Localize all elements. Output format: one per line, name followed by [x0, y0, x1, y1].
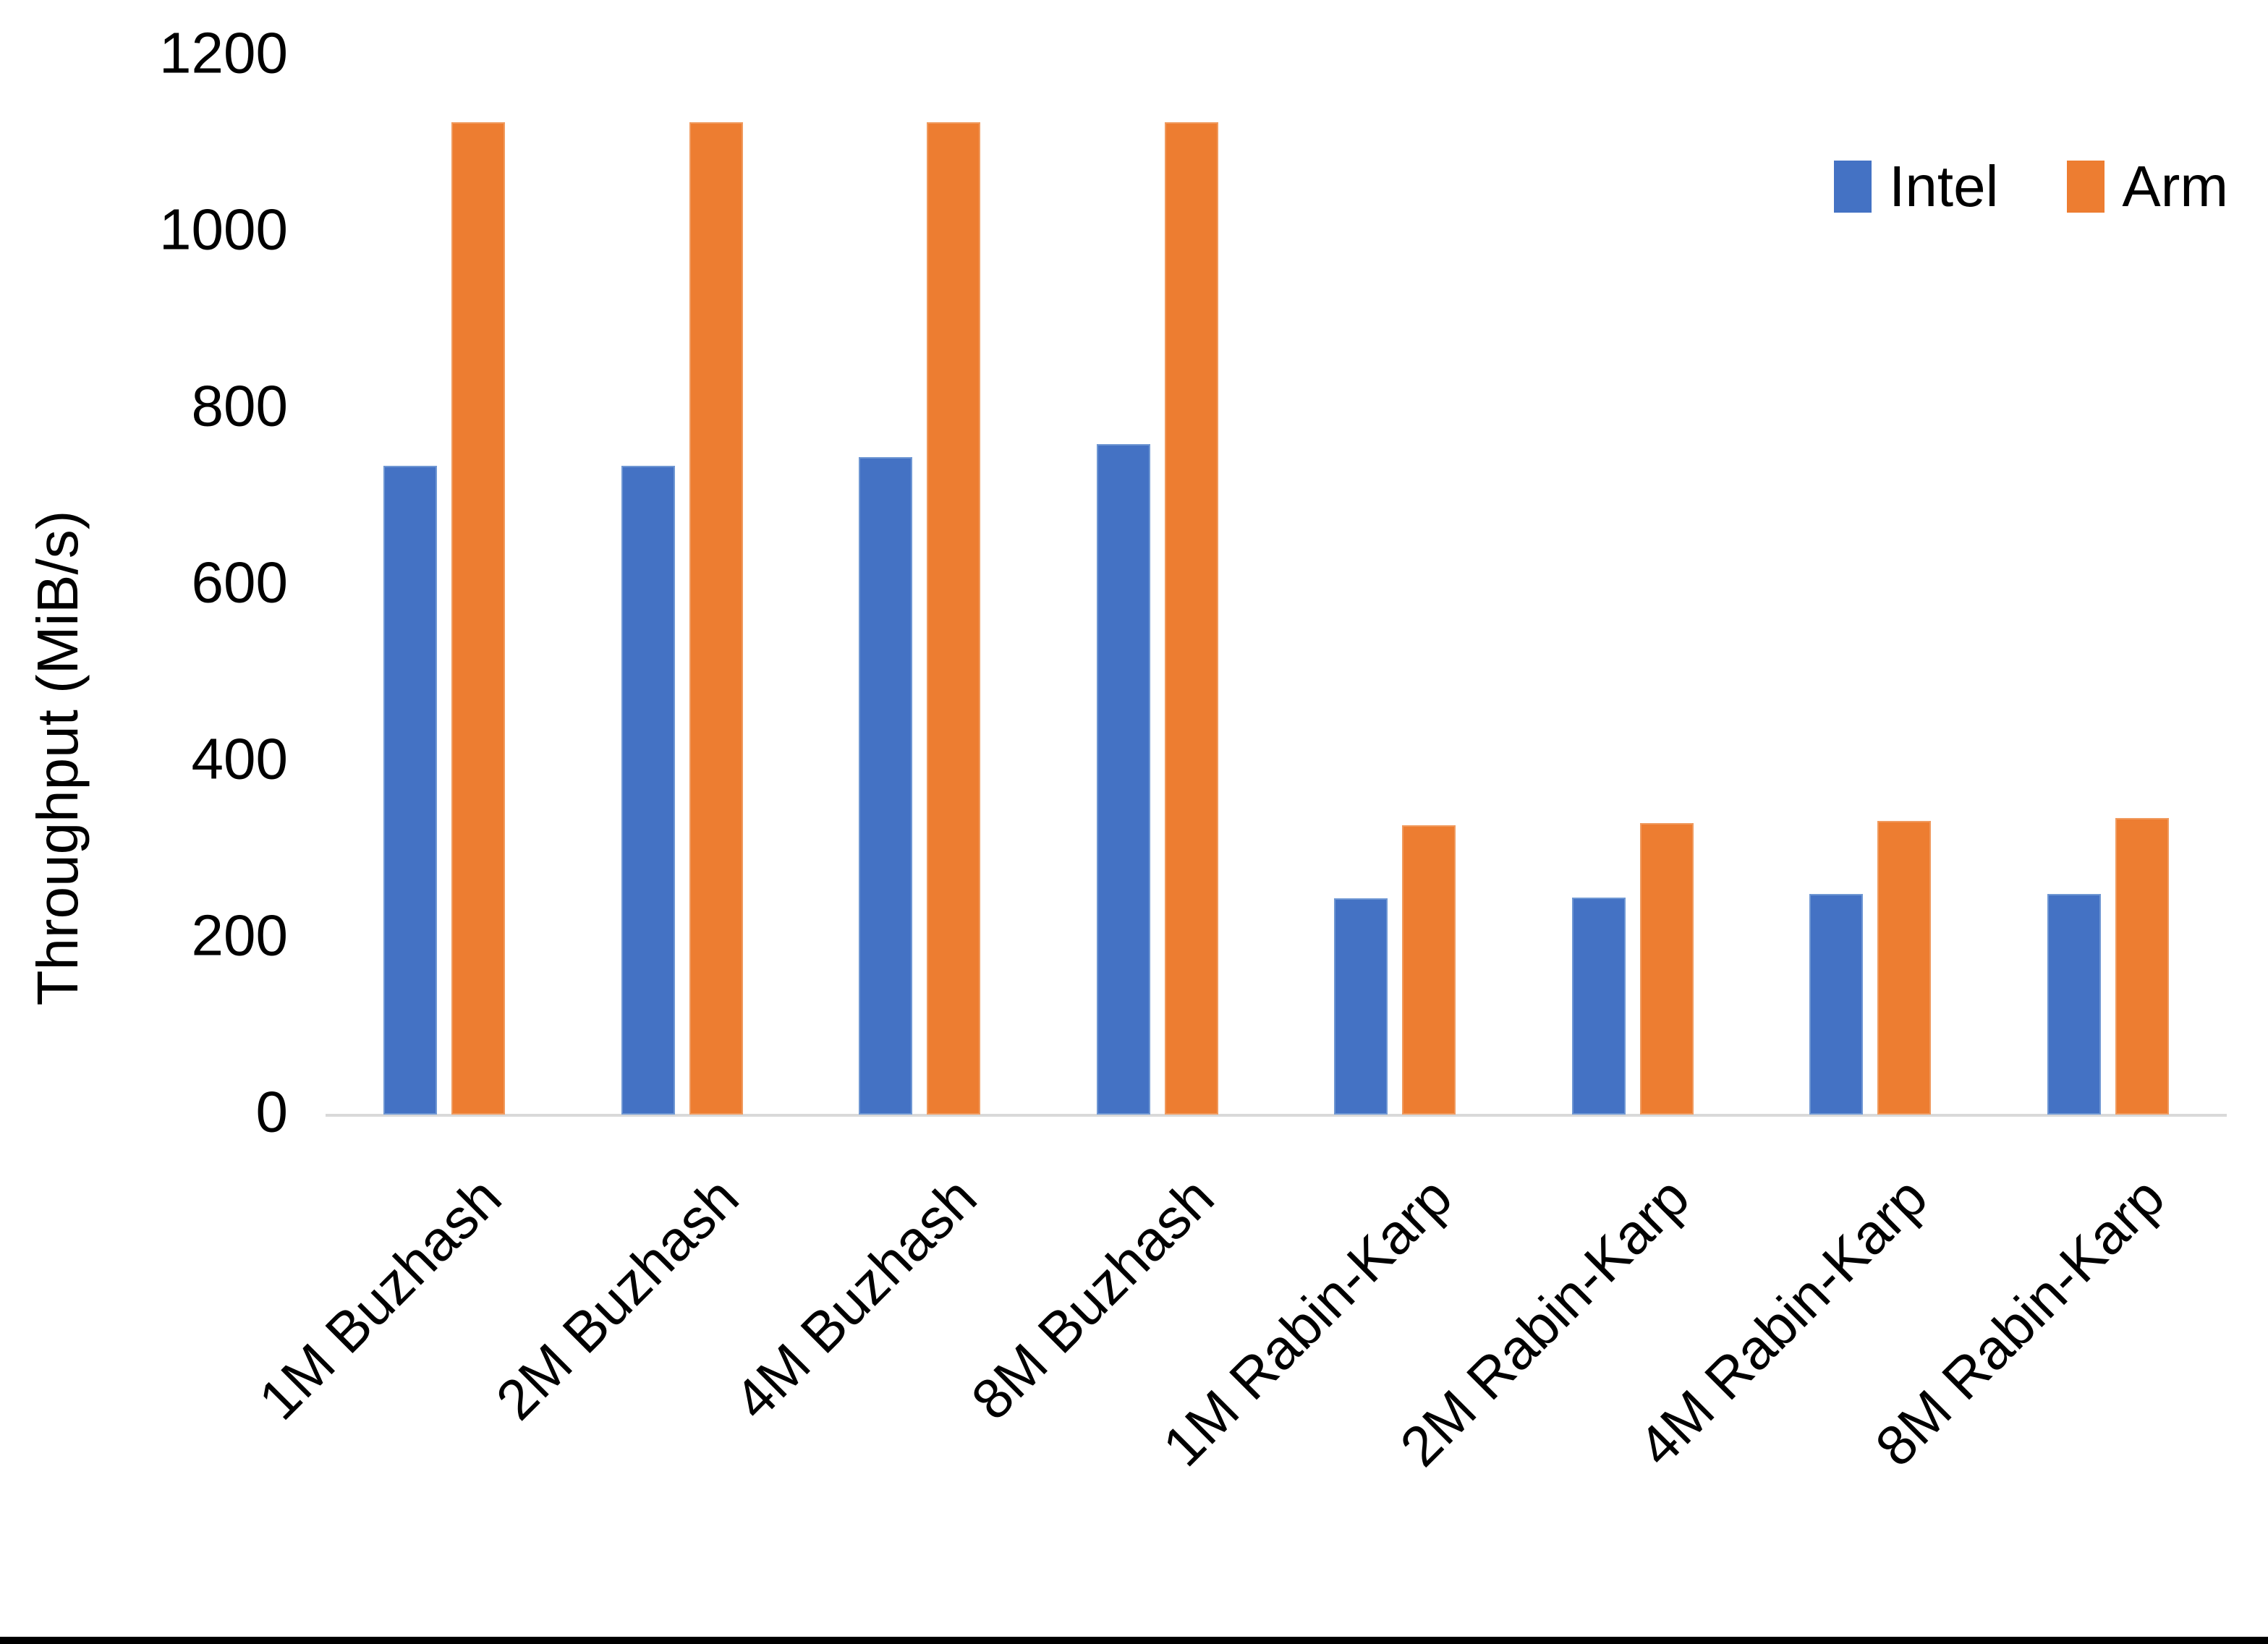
y-tick-label: 200 — [191, 903, 288, 968]
bar-arm-4m-buzhash — [927, 122, 981, 1115]
bar-intel-1m-buzhash — [383, 466, 438, 1115]
x-axis-label: 1M Buzhash — [246, 1164, 514, 1432]
bar-intel-1m-rabin-karp — [1334, 898, 1388, 1115]
x-axis-label: 2M Buzhash — [483, 1164, 751, 1432]
bar-arm-8m-buzhash — [1164, 122, 1218, 1115]
y-tick-label: 1200 — [159, 20, 288, 85]
bar-arm-1m-rabin-karp — [1402, 825, 1456, 1115]
x-axis-label: 8M Buzhash — [959, 1164, 1226, 1432]
legend-item-intel: Intel — [1834, 153, 1998, 220]
legend-swatch-arm — [2067, 161, 2105, 213]
legend-label-arm: Arm — [2122, 154, 2228, 218]
bar-intel-2m-buzhash — [621, 466, 675, 1115]
legend-label-intel: Intel — [1889, 154, 1999, 218]
bar-arm-4m-rabin-karp — [1877, 820, 1932, 1115]
bar-intel-8m-rabin-karp — [2047, 894, 2101, 1115]
legend-swatch-intel — [1834, 161, 1872, 213]
bar-intel-4m-rabin-karp — [1809, 894, 1864, 1115]
bar-arm-8m-rabin-karp — [2115, 818, 2169, 1115]
bar-arm-2m-buzhash — [689, 122, 743, 1115]
bar-arm-2m-rabin-karp — [1639, 823, 1694, 1115]
bar-intel-8m-buzhash — [1096, 443, 1150, 1115]
bar-intel-2m-rabin-karp — [1571, 897, 1626, 1115]
y-tick-label: 0 — [255, 1079, 289, 1144]
legend: Intel Arm — [1834, 153, 2228, 220]
x-axis-label: 4M Buzhash — [721, 1164, 989, 1432]
bar-intel-4m-buzhash — [859, 457, 913, 1115]
bottom-border — [0, 1637, 2268, 1644]
y-tick-label: 600 — [191, 550, 288, 615]
y-tick-label: 800 — [191, 373, 288, 438]
legend-item-arm: Arm — [2067, 153, 2228, 220]
bar-arm-1m-buzhash — [451, 122, 506, 1115]
y-tick-label: 400 — [191, 726, 288, 791]
x-axis-line — [326, 1114, 2227, 1117]
y-tick-label: 1000 — [159, 197, 288, 262]
